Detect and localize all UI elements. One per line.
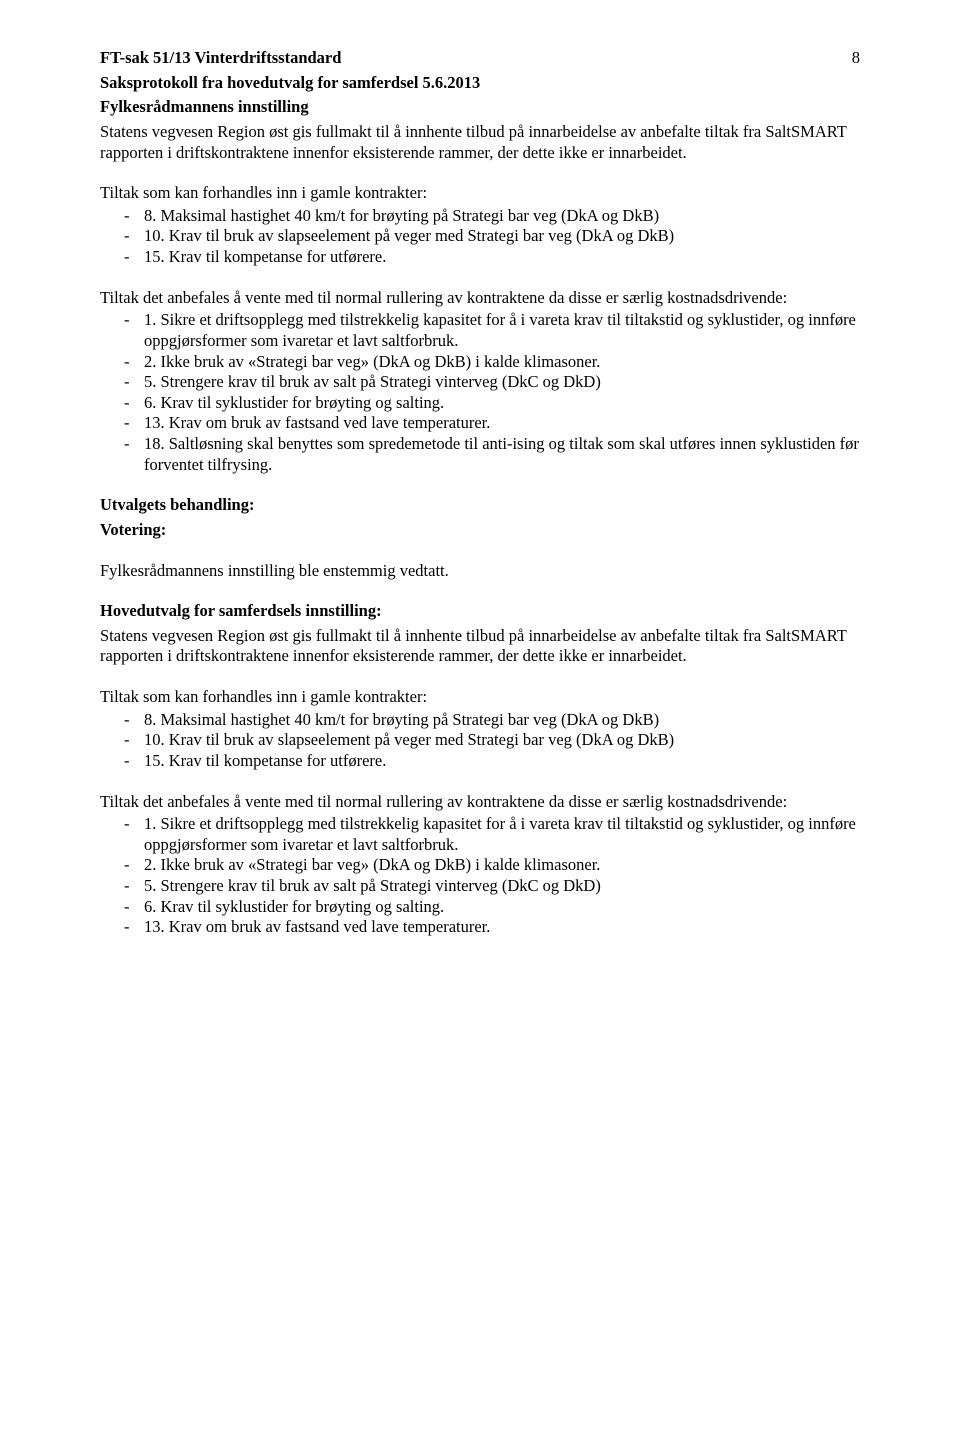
list-item: 13. Krav om bruk av fastsand ved lave te… [100, 413, 860, 434]
sub-title: Saksprotokoll fra hovedutvalg for samfer… [100, 73, 860, 94]
list-item: 6. Krav til syklustider for brøyting og … [100, 897, 860, 918]
tiltak-list: 8. Maksimal hastighet 40 km/t for brøyti… [100, 206, 860, 268]
list-item: 2. Ikke bruk av «Strategi bar veg» (DkA … [100, 855, 860, 876]
anbefales-intro-2: Tiltak det anbefales å vente med til nor… [100, 792, 860, 813]
list-item: 1. Sikre et driftsopplegg med tilstrekke… [100, 814, 860, 855]
anbefales-intro: Tiltak det anbefales å vente med til nor… [100, 288, 860, 309]
statens-para: Statens vegvesen Region øst gis fullmakt… [100, 122, 860, 163]
utvalgets-heading: Utvalgets behandling: [100, 495, 860, 516]
document-page: 8 FT-sak 51/13 Vinterdriftsstandard Saks… [0, 0, 960, 1450]
tiltak-intro: Tiltak som kan forhandles inn i gamle ko… [100, 183, 860, 204]
tiltak-list-2: 8. Maksimal hastighet 40 km/t for brøyti… [100, 710, 860, 772]
anbefales-list: 1. Sikre et driftsopplegg med tilstrekke… [100, 310, 860, 475]
votering-heading: Votering: [100, 520, 860, 541]
fylkes-heading: Fylkesrådmannens innstilling [100, 97, 860, 118]
case-title: FT-sak 51/13 Vinterdriftsstandard [100, 48, 860, 69]
list-item: 1. Sikre et driftsopplegg med tilstrekke… [100, 310, 860, 351]
list-item: 2. Ikke bruk av «Strategi bar veg» (DkA … [100, 352, 860, 373]
list-item: 18. Saltløsning skal benyttes som sprede… [100, 434, 860, 475]
list-item: 10. Krav til bruk av slapseelement på ve… [100, 226, 860, 247]
list-item: 5. Strengere krav til bruk av salt på St… [100, 372, 860, 393]
statens-para-2: Statens vegvesen Region øst gis fullmakt… [100, 626, 860, 667]
list-item: 15. Krav til kompetanse for utførere. [100, 751, 860, 772]
list-item: 8. Maksimal hastighet 40 km/t for brøyti… [100, 710, 860, 731]
list-item: 5. Strengere krav til bruk av salt på St… [100, 876, 860, 897]
list-item: 10. Krav til bruk av slapseelement på ve… [100, 730, 860, 751]
list-item: 8. Maksimal hastighet 40 km/t for brøyti… [100, 206, 860, 227]
list-item: 13. Krav om bruk av fastsand ved lave te… [100, 917, 860, 938]
hovedutvalg-heading: Hovedutvalg for samferdsels innstilling: [100, 601, 860, 622]
tiltak-intro-2: Tiltak som kan forhandles inn i gamle ko… [100, 687, 860, 708]
votering-text: Fylkesrådmannens innstilling ble enstemm… [100, 561, 860, 582]
anbefales-list-2: 1. Sikre et driftsopplegg med tilstrekke… [100, 814, 860, 938]
list-item: 15. Krav til kompetanse for utførere. [100, 247, 860, 268]
list-item: 6. Krav til syklustider for brøyting og … [100, 393, 860, 414]
page-number: 8 [852, 48, 860, 69]
